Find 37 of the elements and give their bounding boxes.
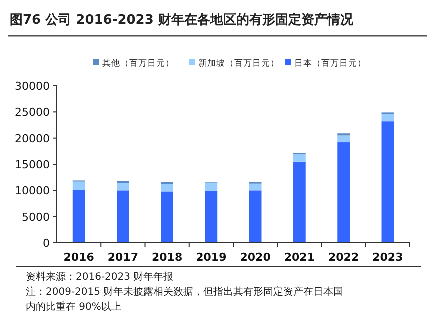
x-tick-label: 2023 [372, 251, 404, 264]
chart-title: 图76 公司 2016-2023 财年在各地区的有形固定资产情况 [10, 12, 354, 28]
legend-label: 日本（百万日元） [294, 58, 366, 69]
bar [117, 190, 130, 243]
bar [161, 184, 174, 192]
bar [338, 136, 350, 143]
y-tick-label: 5000 [22, 210, 50, 224]
bar [117, 183, 130, 191]
y-tick-label: 30000 [15, 80, 50, 93]
x-tick-label: 2021 [284, 251, 315, 264]
y-tick-label: 25000 [15, 106, 50, 120]
x-tick-label: 2017 [108, 251, 138, 264]
x-tick-label: 2022 [328, 251, 360, 264]
legend-label: 新加坡（百万日元） [198, 58, 280, 69]
bar [382, 122, 394, 243]
bar [382, 114, 394, 122]
legend-label: 其他（百万日元） [102, 58, 174, 69]
bar [161, 192, 174, 243]
y-tick-label: 20000 [15, 132, 50, 146]
bar [294, 162, 306, 243]
y-tick-label: 10000 [15, 184, 50, 198]
x-tick-label: 2016 [64, 251, 95, 264]
bar [205, 182, 218, 192]
bar [338, 142, 350, 243]
bar [294, 154, 306, 162]
x-tick-label: 2019 [196, 251, 227, 264]
bar [249, 190, 262, 243]
x-tick-label: 2018 [152, 251, 183, 264]
y-tick-label: 0 [43, 237, 50, 250]
text: 资料来源：2016-2023 财年年报 [26, 271, 174, 283]
x-tick-label: 2020 [240, 251, 272, 264]
bar [205, 191, 218, 243]
bar [249, 184, 262, 191]
y-tick-label: 15000 [15, 158, 50, 172]
text: 注：2009-2015 财年未披露相关数据，但指出其有形固定资产在日本国内的比重在 90%以上 [26, 286, 344, 313]
bar [72, 182, 86, 190]
bar [72, 190, 86, 243]
